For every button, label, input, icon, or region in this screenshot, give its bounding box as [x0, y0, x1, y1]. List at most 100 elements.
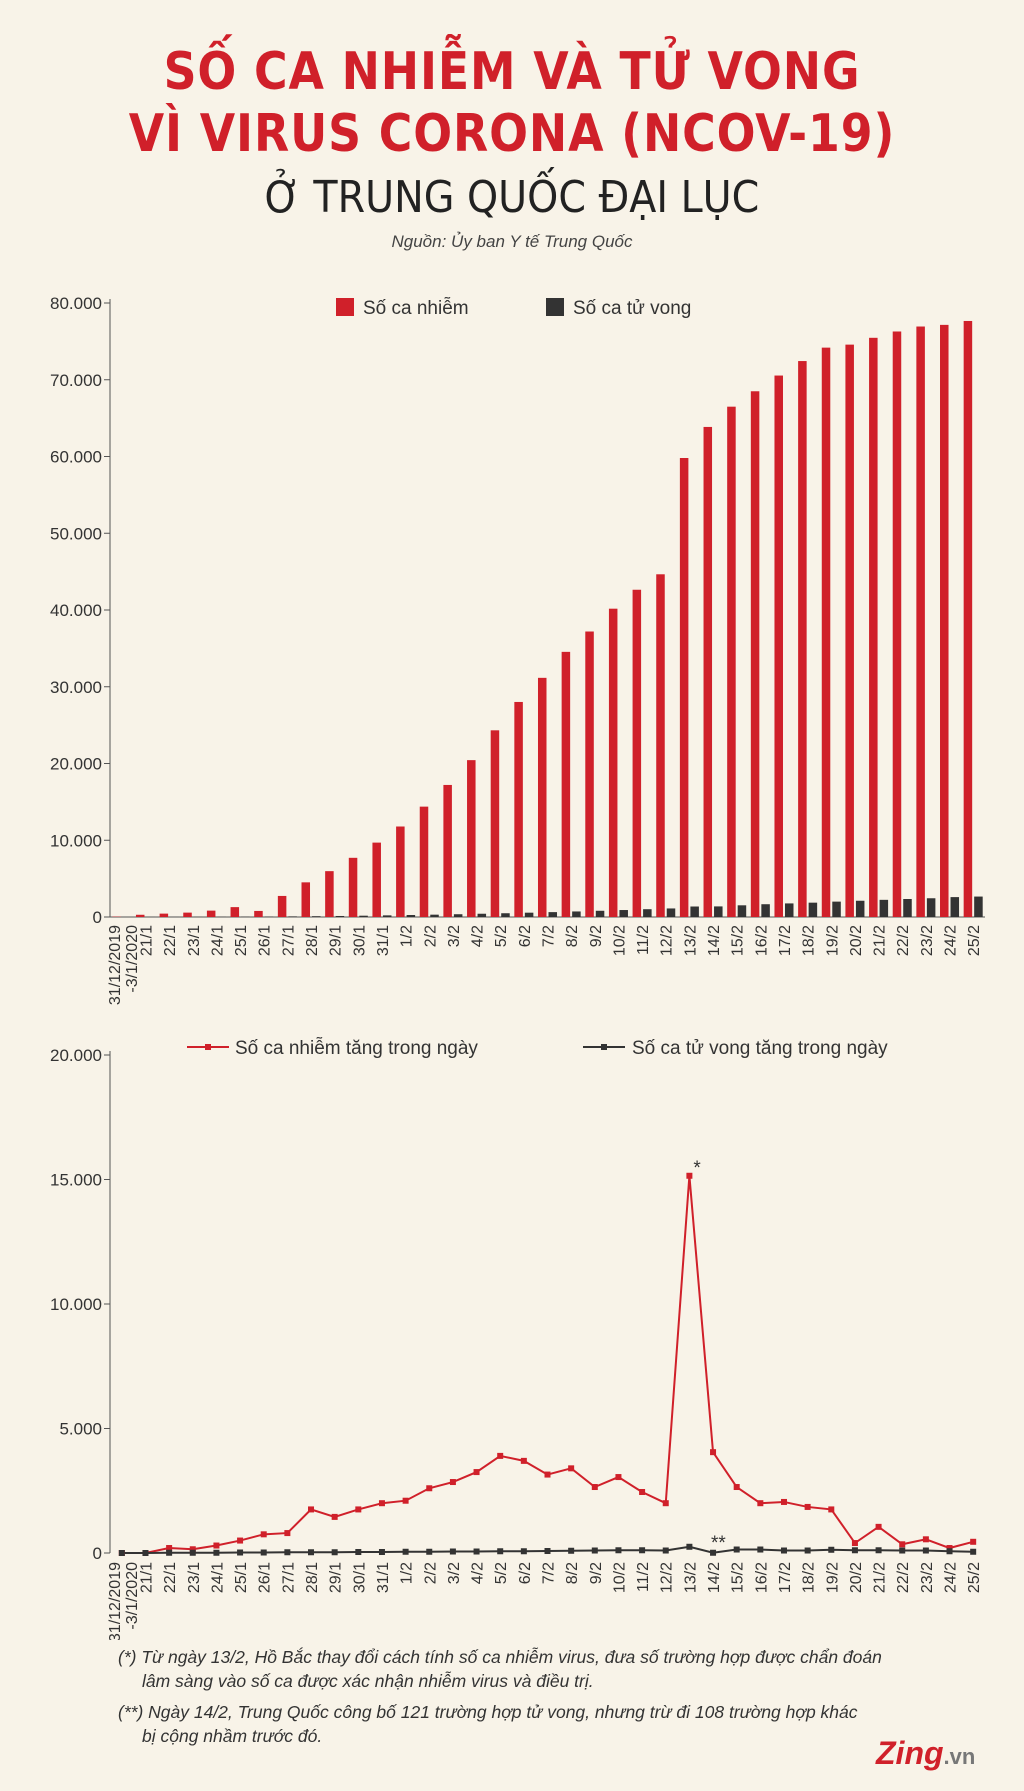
- bar-deaths: [359, 915, 368, 917]
- x-tick-label-2: 31/12/2019-3/1/2020: [107, 1562, 141, 1640]
- annotation-double-asterisk: **: [711, 1533, 726, 1554]
- point-deaths-daily: [402, 1548, 409, 1555]
- x-tick-label: 21/2: [872, 925, 889, 956]
- bar-infected: [679, 458, 689, 917]
- title-line-2: VÌ VIRUS CORONA (NCOV-19): [128, 104, 896, 164]
- point-deaths-daily: [331, 1549, 338, 1556]
- bar-deaths: [714, 906, 723, 917]
- x-tick-label: 20/2: [848, 925, 865, 956]
- point-deaths-daily: [922, 1547, 929, 1554]
- point-infected-daily: [780, 1498, 787, 1505]
- x-tick-label: 12/2: [659, 925, 676, 956]
- point-infected-daily: [284, 1530, 291, 1537]
- point-deaths-daily: [662, 1547, 669, 1554]
- x-tick-label: 11/2: [635, 925, 652, 955]
- point-deaths-daily: [497, 1548, 504, 1555]
- x-tick-label: 25/2: [966, 925, 983, 956]
- x-tick-label: 25/1: [233, 925, 250, 956]
- point-deaths-daily: [780, 1547, 787, 1554]
- x-tick-label: 31/1: [375, 925, 392, 956]
- bar-deaths: [572, 911, 581, 917]
- point-infected-daily: [237, 1537, 244, 1544]
- bar-infected: [750, 391, 760, 917]
- y-tick-label: 70.000: [50, 371, 102, 390]
- x-tick-label: 16/2: [753, 925, 770, 956]
- bar-infected: [916, 326, 925, 917]
- y-tick-label: 60.000: [50, 448, 102, 467]
- point-deaths-daily: [804, 1547, 811, 1554]
- bar-infected: [608, 608, 618, 917]
- bar-infected: [656, 574, 665, 917]
- title-line-1: SỐ CA NHIỄM VÀ TỬ VONG: [163, 42, 861, 102]
- bar-infected: [514, 701, 523, 917]
- point-infected-daily: [331, 1513, 338, 1520]
- bar-deaths: [406, 915, 416, 917]
- footnote-1-line-2: lâm sàng vào số ca được xác nhận nhiễm v…: [142, 1671, 594, 1691]
- point-deaths-daily: [308, 1549, 315, 1556]
- point-deaths-daily: [733, 1546, 740, 1553]
- x-tick-label: 6/2: [517, 925, 534, 947]
- x-tick-label-2: 1/2: [399, 1562, 416, 1584]
- point-deaths-daily: [970, 1548, 977, 1555]
- point-infected-daily: [378, 1500, 385, 1507]
- point-infected-daily: [591, 1484, 598, 1491]
- point-deaths-daily: [118, 1550, 125, 1556]
- point-deaths-daily: [828, 1546, 835, 1553]
- x-tick-label: 18/2: [801, 925, 818, 956]
- y-tick-label: 80.000: [50, 294, 102, 313]
- legend-swatch-infected: [336, 298, 354, 316]
- x-tick-label-2: 19/2: [824, 1562, 841, 1593]
- x-tick-label-2: 2/2: [422, 1562, 439, 1584]
- bar-deaths: [595, 910, 605, 917]
- point-infected-daily: [851, 1540, 858, 1547]
- point-infected-daily: [402, 1497, 409, 1504]
- bar-deaths: [312, 916, 321, 917]
- bar-infected: [727, 406, 736, 917]
- legend-label-deaths-daily: Số ca tử vong tăng trong ngày: [632, 1038, 888, 1059]
- x-tick-label-2: 22/2: [895, 1562, 912, 1593]
- bar-deaths: [430, 914, 439, 917]
- point-deaths-daily: [449, 1548, 456, 1555]
- x-tick-label-2: 21/1: [138, 1562, 155, 1593]
- legend-marker-deaths: [601, 1044, 607, 1050]
- point-infected-daily: [639, 1488, 646, 1495]
- x-tick-label-2: 25/1: [233, 1562, 250, 1593]
- x-tick-label-2: 23/1: [186, 1562, 203, 1593]
- x-tick-label-2: 29/1: [328, 1562, 345, 1593]
- bar-infected: [467, 760, 476, 917]
- bar-infected: [490, 730, 500, 917]
- subtitle: Ở TRUNG QUỐC ĐẠI LỤC: [264, 172, 760, 223]
- legend-label-infected-daily: Số ca nhiễm tăng trong ngày: [235, 1037, 478, 1059]
- y-tick-label: 30.000: [50, 678, 102, 697]
- x-tick-label-2: 10/2: [611, 1562, 628, 1593]
- bar-infected: [277, 895, 287, 917]
- legend-label-deaths: Số ca tử vong: [573, 298, 691, 319]
- footnote-1-line-1: (*) Từ ngày 13/2, Hồ Bắc thay đổi cách t…: [118, 1647, 882, 1667]
- point-deaths-daily: [757, 1546, 764, 1553]
- x-tick-label-2: 11/2: [635, 1562, 652, 1592]
- point-deaths-daily: [284, 1549, 291, 1556]
- zing-logo: Zing.vn: [876, 1735, 975, 1772]
- bar-infected: [845, 344, 854, 917]
- x-tick-label: 23/2: [919, 925, 936, 956]
- bar-infected: [159, 913, 169, 917]
- line-deaths-daily: [121, 1545, 974, 1554]
- point-infected-daily: [142, 1550, 149, 1556]
- point-infected-daily: [189, 1546, 196, 1553]
- x-tick-label: 17/2: [777, 925, 794, 956]
- point-infected-daily: [308, 1506, 315, 1513]
- x-tick-label: 7/2: [541, 925, 558, 947]
- x-tick-label: 21/1: [138, 925, 155, 956]
- bar-infected: [135, 914, 145, 917]
- point-deaths-daily: [710, 1549, 717, 1556]
- point-deaths-daily: [686, 1543, 693, 1550]
- bar-infected: [892, 331, 902, 917]
- bar-deaths: [737, 905, 747, 917]
- point-deaths-daily: [213, 1549, 220, 1556]
- bar-deaths: [453, 914, 463, 917]
- bar-infected: [206, 910, 216, 917]
- x-tick-label: 22/2: [895, 925, 912, 956]
- point-infected-daily: [804, 1503, 811, 1510]
- point-deaths-daily: [237, 1549, 244, 1556]
- point-infected-daily: [757, 1500, 764, 1507]
